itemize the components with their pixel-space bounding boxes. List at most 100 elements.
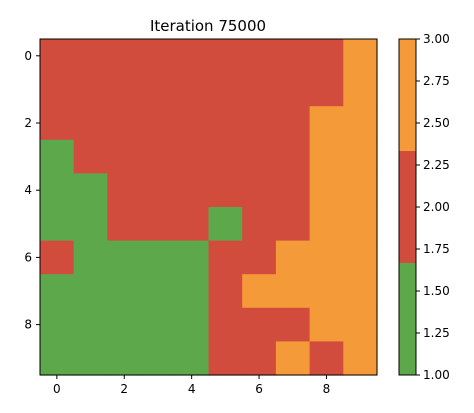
colorbar-tick-label: 2.25	[423, 158, 450, 172]
heatmap-cell	[141, 274, 176, 309]
y-tick-label: 4	[24, 183, 32, 197]
colorbar-tick-label: 1.50	[423, 284, 450, 298]
heatmap-cell	[208, 307, 243, 342]
heatmap-cell	[208, 207, 243, 242]
heatmap-cell	[275, 39, 311, 74]
heatmap-cell	[343, 173, 378, 208]
heatmap-cell	[309, 307, 344, 342]
colorbar-tick-label: 2.50	[423, 116, 450, 130]
heatmap-cell	[242, 173, 277, 208]
heatmap-cell	[242, 307, 277, 342]
colorbar-tick-label: 3.00	[423, 32, 450, 46]
heatmap-cell	[343, 240, 378, 275]
heatmap-cell	[107, 39, 142, 74]
heatmap-cell	[107, 139, 142, 174]
y-tick-label: 6	[24, 250, 32, 264]
heatmap-cell	[141, 72, 176, 107]
heatmap-cell	[107, 207, 142, 242]
colorbar-tick-label: 1.75	[423, 242, 450, 256]
heatmap-cell	[208, 139, 243, 174]
heatmap-cell	[275, 72, 311, 107]
heatmap-cell	[208, 341, 243, 376]
heatmap-cell	[107, 341, 142, 376]
heatmap-cell	[275, 139, 311, 174]
y-tick-label: 0	[24, 49, 32, 63]
x-axis: 0 2 4 6 8	[53, 375, 330, 396]
heatmap-cell	[174, 173, 210, 208]
heatmap-cell	[174, 139, 210, 174]
heatmap-cell	[275, 307, 311, 342]
heatmap-cell	[242, 274, 277, 309]
heatmap-cell	[73, 72, 108, 107]
heatmap-cell	[208, 106, 243, 141]
heatmap-cell	[309, 240, 344, 275]
heatmap-cell	[73, 207, 108, 242]
x-tick-label: 6	[255, 382, 263, 396]
heatmap-cell	[40, 72, 75, 107]
heatmap-cell	[73, 240, 108, 275]
heatmap-cell	[343, 39, 378, 74]
heatmap-cell	[141, 307, 176, 342]
heatmap-cell	[40, 173, 75, 208]
heatmap-cell	[107, 173, 142, 208]
y-tick-label: 8	[24, 318, 32, 332]
heatmap-cell	[309, 39, 344, 74]
heatmap-cell	[107, 106, 142, 141]
heatmap-cell	[141, 39, 176, 74]
heatmap-cell	[242, 341, 277, 376]
heatmap-cell	[73, 173, 108, 208]
heatmap-cell	[107, 307, 142, 342]
y-axis: 0 2 4 6 8	[24, 49, 40, 332]
heatmap-cell	[309, 72, 344, 107]
x-tick-label: 2	[120, 382, 128, 396]
colorbar-tick-label: 2.75	[423, 74, 450, 88]
heatmap-cell	[73, 39, 108, 74]
heatmap-cell	[107, 72, 142, 107]
colorbar: 1.00 1.25 1.50 1.75 2.00 2.25 2.50 2.75 3.00	[398, 32, 450, 382]
chart-title: Iteration 75000	[150, 17, 266, 35]
heatmap-cell	[73, 139, 108, 174]
heatmap-cell	[141, 106, 176, 141]
heatmap-cell	[343, 307, 378, 342]
heatmap-cell	[208, 240, 243, 275]
plot-frame	[39, 38, 378, 376]
heatmap-cell	[343, 106, 378, 141]
heatmap-cells	[40, 39, 378, 376]
heatmap-cell	[174, 106, 210, 141]
heatmap-cell	[141, 240, 176, 275]
heatmap-cell	[275, 173, 311, 208]
colorbar-tick-label: 2.00	[423, 200, 450, 214]
heatmap-cell	[174, 341, 210, 376]
heatmap-cell	[275, 106, 311, 141]
heatmap-cell	[174, 240, 210, 275]
heatmap-cell	[174, 39, 210, 74]
colorbar-tick-label: 1.00	[423, 368, 450, 382]
heatmap-cell	[242, 139, 277, 174]
heatmap-cell	[73, 106, 108, 141]
heatmap-cell	[73, 307, 108, 342]
heatmap-cell	[208, 39, 243, 74]
heatmap-cell	[309, 274, 344, 309]
heatmap-cell	[343, 341, 378, 376]
heatmap-cell	[40, 106, 75, 141]
heatmap-cell	[208, 274, 243, 309]
heatmap-cell	[242, 207, 277, 242]
heatmap-cell	[141, 173, 176, 208]
heatmap-cell	[208, 173, 243, 208]
colorbar-tick-label: 1.25	[423, 326, 450, 340]
heatmap-cell	[309, 207, 344, 242]
heatmap-cell	[242, 106, 277, 141]
heatmap-cell	[73, 274, 108, 309]
y-tick-label: 2	[24, 116, 32, 130]
heatmap-cell	[174, 274, 210, 309]
heatmap-cell	[309, 139, 344, 174]
heatmap-cell	[309, 341, 344, 376]
heatmap-cell	[40, 307, 75, 342]
colorbar-segment	[399, 39, 416, 152]
heatmap-cell	[275, 207, 311, 242]
heatmap-cell	[343, 139, 378, 174]
heatmap-cell	[242, 240, 277, 275]
heatmap-cell	[40, 341, 75, 376]
heatmap-cell	[343, 207, 378, 242]
heatmap-cell	[275, 240, 311, 275]
